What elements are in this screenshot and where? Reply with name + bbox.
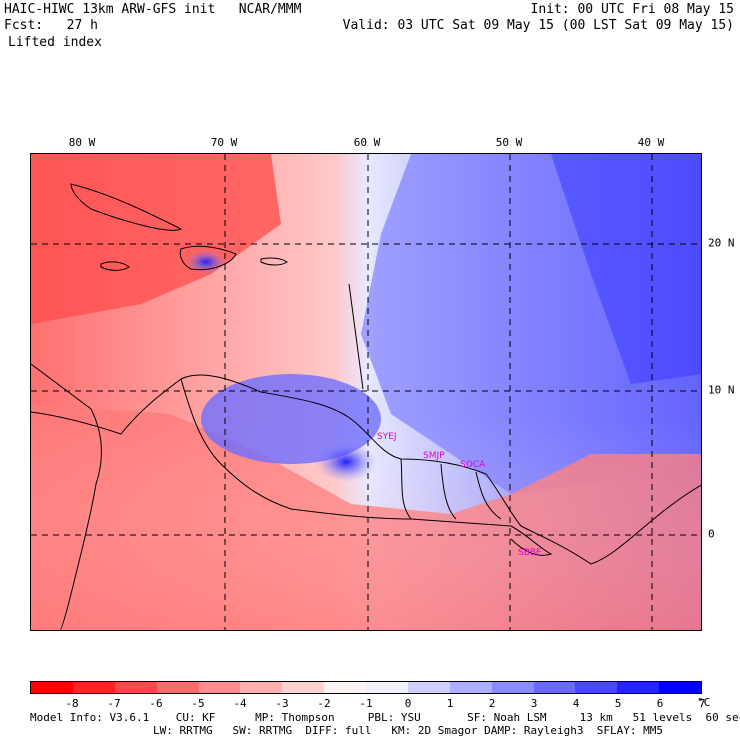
field-name: Lifted index [8,35,102,50]
colorbar-swatch [114,682,157,693]
border-venezuela-colombia [180,378,292,510]
colorbar-tick-label: 5 [614,697,622,710]
colorbar-swatch [617,682,660,693]
colorbar-swatch [659,682,701,693]
model-info-line2: LW: RRTMG SW: RRTMG DIFF: full KM: 2D Sm… [153,724,663,737]
colorbar-swatch [198,682,241,693]
station-label-smjp: SMJP [423,451,445,461]
model-info-line1: Model Info: V3.6.1 CU: KF MP: Thompson P… [30,711,740,724]
title-line: HAIC-HIWC 13km ARW-GFS init NCAR/MMM [4,2,302,17]
colorbar-tick-label: 4 [572,697,580,710]
colorbar-swatch [366,682,408,693]
colorbar-swatch [491,682,534,693]
colorbar-tick-label: 2 [488,697,496,710]
lon-label-50w: 50 W [495,136,523,149]
colorbar-swatch [407,682,450,693]
colorbar-tick-label: -5 [191,697,205,710]
colorbar-tick-label: -3 [275,697,289,710]
colorbar-unit: °C [697,696,711,709]
lon-label-80w: 80 W [68,136,96,149]
colorbar-swatch [324,682,366,693]
colorbar-tick-label: -6 [149,697,163,710]
coastlines [31,183,701,630]
init-time: Init: 00 UTC Fri 08 May 15 [530,2,735,17]
graticule [31,154,701,630]
colorbar-swatch [72,682,115,693]
colorbar-tick-label: -4 [233,697,247,710]
map-canvas [31,154,701,630]
field-gradient-overlay [31,154,701,630]
colorbar-swatch [156,682,199,693]
colorbar-swatch [449,682,492,693]
border-guyanas [400,458,502,520]
coastline-lesser-antilles [348,283,364,390]
colorbar-swatch [31,682,73,693]
colorbar-tick-label: -2 [317,697,331,710]
colorbar-tick-label: 0 [404,697,412,710]
lon-label-60w: 60 W [353,136,381,149]
lat-label-20n: 20 N [708,236,735,250]
colorbar-tick-label: 3 [530,697,538,710]
colorbar-tick-label: -1 [359,697,373,710]
station-label-soca: SOCA [460,460,486,470]
coastline-puerto-rico [260,257,288,266]
forecast-hour: Fcst: 27 h [4,18,98,33]
colorbar-swatch [533,682,576,693]
station-label-syej: SYEJ [377,432,397,442]
border-brazil [290,508,512,527]
coastline-central-america [31,363,102,630]
colorbar-tick-label: -7 [107,697,121,710]
valid-time: Valid: 03 UTC Sat 09 May 15 (00 LST Sat … [342,18,734,33]
coastline-south-america [31,374,701,565]
lifted-index-map [30,153,702,631]
colorbar-swatch [575,682,618,693]
lat-label-0: 0 [708,527,715,541]
field-blue-core-hispaniola [186,250,226,274]
coastline-amazon-delta [510,525,553,556]
colorbar-swatch [240,682,283,693]
colorbar-tick-label: -8 [65,697,79,710]
colorbar-tick-label: 6 [656,697,664,710]
lon-label-40w: 40 W [637,136,665,149]
lat-label-10n: 10 N [708,383,735,397]
colorbar-tick-label: 1 [446,697,454,710]
field-blue-core-center [316,442,376,482]
field-blue-core-venezuela [201,374,381,464]
colorbar [30,681,702,694]
lon-label-70w: 70 W [210,136,238,149]
colorbar-tick-label: 7 [698,697,706,710]
coastline-hispaniola [179,245,237,271]
colorbar-swatch [282,682,325,693]
station-label-sbbe: SBBE [518,548,542,558]
coastline-cuba [70,183,183,231]
coastline-jamaica [100,261,130,271]
